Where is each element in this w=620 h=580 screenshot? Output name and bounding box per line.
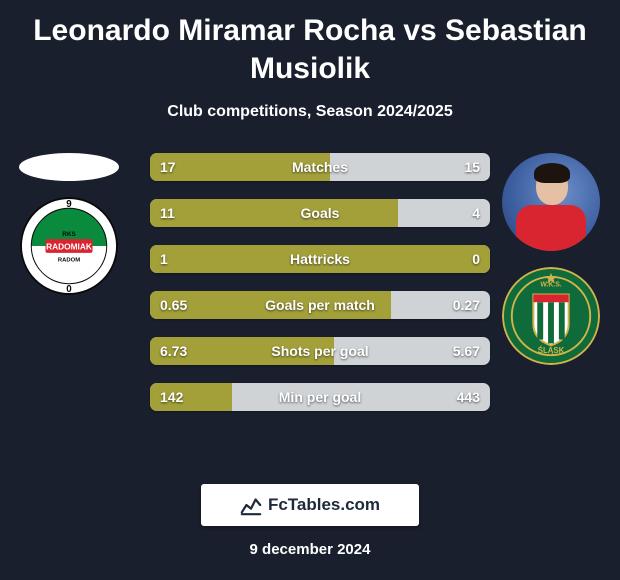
right-player-column: W.K.S. ŚLĄSK	[496, 153, 606, 365]
chart-icon	[240, 494, 262, 516]
stat-bars: 17 Matches 15 11 Goals 4 1 Hattricks 0 0.65 Goals …	[150, 153, 490, 411]
svg-text:RADOMIAK: RADOMIAK	[46, 241, 92, 251]
svg-text:RKS: RKS	[62, 231, 75, 238]
stat-right-value: 0	[472, 251, 480, 267]
stat-label: Matches	[292, 159, 348, 175]
svg-text:0: 0	[66, 284, 72, 295]
stat-right-value: 443	[457, 389, 480, 405]
stat-left-value: 17	[160, 159, 176, 175]
stat-label: Shots per goal	[271, 343, 368, 359]
stat-left-value: 1	[160, 251, 168, 267]
right-club-crest: W.K.S. ŚLĄSK	[502, 267, 600, 365]
left-club-crest: RADOMIAK RKS RADOM 9 0	[20, 197, 118, 295]
brand-card[interactable]: FcTables.com	[201, 484, 419, 526]
left-player-column: RADOMIAK RKS RADOM 9 0	[14, 153, 124, 295]
svg-text:RADOM: RADOM	[58, 258, 80, 264]
slask-crest-icon: W.K.S. ŚLĄSK	[502, 267, 600, 365]
stat-left-value: 0.65	[160, 297, 187, 313]
stat-right-value: 0.27	[453, 297, 480, 313]
stat-left-value: 6.73	[160, 343, 187, 359]
page-title: Leonardo Miramar Rocha vs Sebastian Musi…	[10, 12, 610, 87]
stat-left-fill	[150, 199, 398, 227]
stat-label: Goals	[301, 205, 340, 221]
stat-row: 17 Matches 15	[150, 153, 490, 181]
stat-left-value: 142	[160, 389, 183, 405]
left-player-placeholder	[19, 153, 119, 181]
radomiak-crest-icon: RADOMIAK RKS RADOM 9 0	[20, 197, 118, 295]
stat-row: 142 Min per goal 443	[150, 383, 490, 411]
stat-left-value: 11	[160, 205, 175, 221]
stat-right-value: 4	[472, 205, 480, 221]
stat-label: Min per goal	[279, 389, 361, 405]
stat-row: 1 Hattricks 0	[150, 245, 490, 273]
stat-label: Hattricks	[290, 251, 350, 267]
subtitle: Club competitions, Season 2024/2025	[167, 103, 452, 121]
footer-date: 9 december 2024	[250, 541, 371, 558]
svg-text:W.K.S.: W.K.S.	[540, 282, 561, 289]
stat-right-value: 5.67	[453, 343, 480, 359]
stat-row: 11 Goals 4	[150, 199, 490, 227]
brand-label: FcTables.com	[268, 495, 380, 515]
svg-text:9: 9	[66, 199, 72, 210]
stat-row: 0.65 Goals per match 0.27	[150, 291, 490, 319]
right-player-photo	[502, 153, 600, 251]
stat-right-value: 15	[464, 159, 480, 175]
stat-row: 6.73 Shots per goal 5.67	[150, 337, 490, 365]
stat-label: Goals per match	[265, 297, 375, 313]
svg-text:ŚLĄSK: ŚLĄSK	[538, 346, 565, 355]
